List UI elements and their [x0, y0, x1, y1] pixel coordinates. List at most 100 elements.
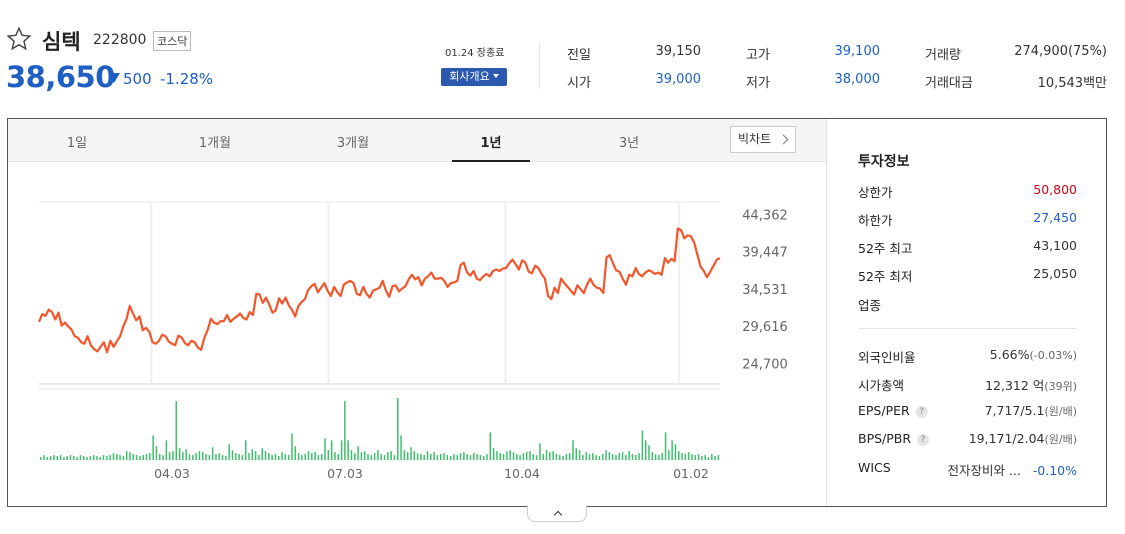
volume-bar	[311, 453, 313, 460]
y-tick-label: 29,616	[742, 320, 788, 335]
volume-bar	[73, 456, 75, 460]
volume-bar	[459, 453, 462, 460]
star-icon[interactable]	[6, 26, 32, 52]
volume-bar	[56, 456, 59, 460]
tab-3y[interactable]: 3년	[618, 136, 640, 151]
volume-bar	[287, 455, 290, 460]
volume-bar	[96, 456, 98, 460]
volume-bar	[704, 455, 706, 460]
volume-bar	[373, 453, 376, 460]
volume-bar	[132, 454, 135, 460]
volume-bar	[549, 452, 551, 460]
company-overview-label: 회사개요	[449, 70, 490, 83]
volume-bar	[264, 451, 267, 460]
volume-bar	[254, 451, 257, 460]
help-icon[interactable]: ?	[917, 434, 930, 446]
volume-bar	[654, 454, 657, 460]
y-tick-label: 44,362	[742, 208, 788, 223]
volume-bar	[168, 452, 171, 460]
volume-bar	[307, 451, 310, 460]
lower-limit-row: 하한가 27,450	[858, 210, 1077, 228]
volume-bar	[400, 435, 402, 460]
price-chart[interactable]: 04.03 07.03 10.04 01.02 44,362 39,447 34,531 29…	[8, 162, 826, 506]
volume-bar	[625, 455, 627, 460]
volume-bar	[678, 451, 680, 460]
wics-row: WICS 전자장비와 ... -0.10%	[858, 460, 1077, 478]
volume-bar	[413, 451, 416, 460]
volume-bar	[641, 430, 644, 460]
market-cap-rank: (39위)	[1044, 380, 1077, 393]
volume-bar	[582, 455, 584, 460]
volume-bar	[201, 452, 204, 460]
volume-bar	[231, 450, 234, 460]
volume-bar	[476, 454, 478, 460]
volume-bar	[664, 432, 667, 460]
volume-bar	[53, 455, 55, 460]
volume-bar	[671, 440, 673, 460]
volume-bar	[314, 452, 316, 460]
volume-bar	[711, 454, 713, 460]
volume-bar	[324, 438, 326, 460]
volume-bar	[221, 455, 224, 460]
close-date: 01.24 장종료	[445, 48, 505, 59]
volume-bar	[482, 456, 485, 460]
collapse-button[interactable]	[527, 505, 587, 522]
eps-per-row: EPS/PER? 7,717/5.1(원/배)	[858, 403, 1077, 421]
volume-bar	[149, 453, 151, 460]
volume-bar	[244, 440, 247, 460]
tab-1y[interactable]: 1년	[480, 136, 502, 151]
volume-bar	[601, 454, 604, 460]
volume-bar	[89, 456, 92, 460]
volume-bar	[542, 454, 544, 460]
volume-bar	[499, 453, 501, 460]
eps-per-unit: (원/배)	[1044, 405, 1077, 418]
chart-svg: 04.03 07.03 10.04 01.02 44,362 39,447 34,531 29…	[37, 201, 788, 481]
volume-bar	[522, 453, 525, 460]
volume-bar	[248, 453, 250, 460]
volume-bar	[198, 451, 201, 460]
company-overview-button[interactable]: 회사개요	[441, 68, 507, 86]
volume-bar	[588, 454, 591, 460]
down-arrow-icon	[108, 73, 120, 83]
volume-bar	[102, 455, 105, 460]
tab-3m[interactable]: 3개월	[336, 136, 370, 151]
volume-bar	[453, 454, 455, 460]
volume-bar	[43, 455, 45, 460]
volume-bar	[446, 455, 449, 460]
volume-bar	[575, 448, 578, 460]
divider	[858, 328, 1077, 329]
volume-bar	[139, 456, 141, 460]
wics-industry[interactable]: 전자장비와 ...	[947, 463, 1021, 478]
period-tabs: 1일 1개월 3개월 1년 3년 빅차트	[8, 119, 826, 162]
volume-bar	[681, 453, 683, 460]
volume-bar	[112, 453, 115, 460]
lower-limit-label: 하한가	[858, 213, 893, 228]
volume-bar	[195, 453, 197, 460]
wics-label: WICS	[858, 460, 891, 475]
volume-bar	[496, 451, 498, 460]
volume-bar	[525, 452, 528, 460]
tab-1m[interactable]: 1개월	[198, 136, 232, 151]
volume-bar	[439, 454, 442, 460]
volume-bar	[205, 454, 207, 460]
x-tick-label: 01.02	[673, 466, 709, 481]
volume-bar	[178, 448, 181, 460]
amount-value: 10,543백만	[1037, 76, 1107, 91]
eps-per-label: EPS/PER	[858, 403, 910, 418]
tab-1d[interactable]: 1일	[66, 136, 88, 151]
volume-bar	[281, 452, 283, 460]
chevron-up-icon	[553, 510, 563, 520]
big-chart-button[interactable]: 빅차트	[730, 126, 796, 153]
volume-bar	[297, 453, 300, 460]
volume-bar	[116, 454, 118, 460]
open-value: 39,000	[655, 72, 702, 87]
volume-bar	[539, 443, 541, 460]
help-icon[interactable]: ?	[915, 406, 928, 418]
price-change-pct: -1.28%	[160, 70, 214, 88]
foreign-ratio-change: (-0.03%)	[1029, 349, 1078, 362]
volume-bar	[555, 454, 558, 460]
prev-close-value: 39,150	[655, 44, 702, 59]
volume-bar	[145, 454, 148, 460]
volume-bar	[49, 456, 52, 460]
volume-bar	[119, 455, 121, 460]
